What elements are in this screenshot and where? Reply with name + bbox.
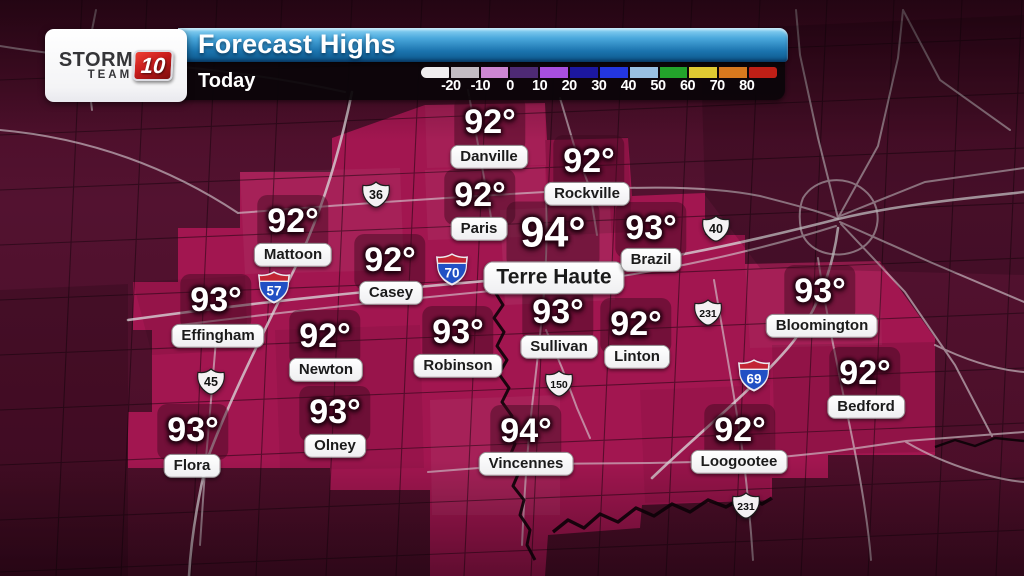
us-route-231-shield-icon: 231 (731, 492, 762, 525)
city-label-mattoon: Mattoon (253, 242, 333, 268)
us-route-36-shield-icon: 36 (361, 181, 392, 214)
scale-swatch (540, 67, 569, 78)
temp-reading-rockville: 92° (553, 135, 625, 191)
interstate-69-shield-icon: 69 (737, 358, 771, 398)
svg-text:231: 231 (699, 308, 717, 320)
title-bar: Forecast Highs (178, 28, 788, 62)
temp-reading-olney: 93° (299, 386, 371, 442)
temp-reading-newton: 92° (289, 310, 361, 366)
logo-team-text: TEAM (87, 68, 133, 81)
scale-swatch (421, 67, 449, 78)
scale-swatch (719, 67, 748, 78)
temp-reading-flora: 93° (157, 404, 229, 460)
temp-reading-robinson: 93° (422, 306, 494, 362)
logo-storm-text: STORM (58, 48, 134, 71)
scale-tick-label: 30 (591, 78, 607, 94)
svg-text:45: 45 (204, 375, 218, 389)
svg-text:150: 150 (550, 379, 568, 391)
scale-tick-label: 20 (561, 78, 578, 94)
us-route-45-shield-icon: 45 (196, 368, 227, 401)
temp-reading-danville: 92° (454, 96, 526, 152)
scale-tick-label: 50 (650, 78, 666, 94)
scale-tick-label: 10 (532, 78, 548, 94)
city-label-bloomington: Bloomington (765, 313, 879, 339)
scale-swatch (450, 67, 479, 78)
city-label-olney: Olney (304, 433, 366, 459)
scale-swatch (510, 67, 539, 78)
city-label-loogootee: Loogootee (690, 449, 788, 475)
city-label-terre-haute: Terre Haute (483, 261, 625, 295)
city-label-linton: Linton (604, 344, 670, 370)
temp-reading-linton: 92° (600, 298, 672, 354)
city-label-effingham: Effingham (171, 323, 265, 349)
scale-swatch (749, 67, 777, 78)
scale-swatch (599, 67, 628, 78)
city-label-sullivan: Sullivan (520, 334, 598, 360)
scale-ticks: -20 -10 0 10 20 30 40 50 60 70 80 (436, 78, 777, 94)
subtitle-label: Today (198, 70, 256, 92)
city-label-brazil: Brazil (620, 247, 682, 273)
scale-swatch (629, 67, 658, 78)
temp-reading-paris: 92° (444, 169, 516, 225)
scale-tick-label: 0 (506, 78, 514, 94)
scale-swatch (689, 67, 718, 78)
svg-text:231: 231 (737, 501, 755, 513)
temp-reading-bedford: 92° (829, 347, 901, 403)
us-route-150-shield-icon: 150 (544, 370, 575, 403)
city-label-newton: Newton (288, 357, 364, 383)
storm-team-10-logo: STORM TEAM 10 (45, 29, 187, 102)
us-route-40-shield-icon: 40 (701, 215, 732, 248)
svg-text:69: 69 (746, 372, 761, 387)
temp-reading-vincennes: 94° (490, 405, 562, 461)
svg-text:40: 40 (709, 222, 723, 236)
page-title: Forecast Highs (198, 29, 396, 59)
city-label-bedford: Bedford (827, 394, 905, 420)
scale-swatches (421, 67, 777, 78)
city-label-paris: Paris (450, 216, 508, 242)
temp-reading-terre-haute: 94° (506, 201, 600, 269)
temp-reading-sullivan: 93° (522, 286, 594, 342)
interstate-70-shield-icon: 70 (435, 252, 469, 292)
svg-text:57: 57 (266, 284, 281, 299)
scale-tick-label: -20 (441, 78, 461, 94)
scale-tick-label: 70 (709, 78, 726, 94)
scale-tick-label: -10 (470, 78, 491, 94)
svg-text:70: 70 (444, 266, 459, 281)
channel-10-badge: 10 (132, 50, 174, 81)
interstate-57-shield-icon: 57 (257, 270, 291, 310)
city-label-vincennes: Vincennes (478, 451, 574, 477)
scale-swatch (570, 67, 598, 78)
scale-tick-label: 60 (679, 78, 696, 94)
scale-swatch (480, 67, 509, 78)
scale-swatch (659, 67, 688, 78)
scale-tick-label: 40 (620, 78, 637, 94)
temperature-scale: -20 -10 0 10 20 30 40 50 60 70 80 (421, 67, 777, 97)
scale-tick-label: 80 (739, 78, 755, 94)
temp-reading-mattoon: 92° (257, 195, 329, 251)
logo-words: STORM TEAM (59, 50, 133, 82)
us-route-231-shield-icon: 231 (693, 299, 724, 332)
subtitle-bar: Today -20 -10 0 10 20 30 40 50 60 70 80 (178, 62, 785, 100)
logo-inner: STORM TEAM 10 (59, 50, 174, 82)
temp-reading-effingham: 93° (180, 274, 252, 330)
svg-text:36: 36 (369, 188, 383, 202)
temp-reading-casey: 92° (354, 234, 426, 290)
temp-reading-bloomington: 93° (784, 265, 856, 321)
city-label-robinson: Robinson (413, 353, 503, 379)
city-label-flora: Flora (163, 453, 221, 479)
city-label-rockville: Rockville (544, 181, 630, 207)
city-label-danville: Danville (450, 144, 528, 170)
city-label-casey: Casey (358, 280, 424, 306)
